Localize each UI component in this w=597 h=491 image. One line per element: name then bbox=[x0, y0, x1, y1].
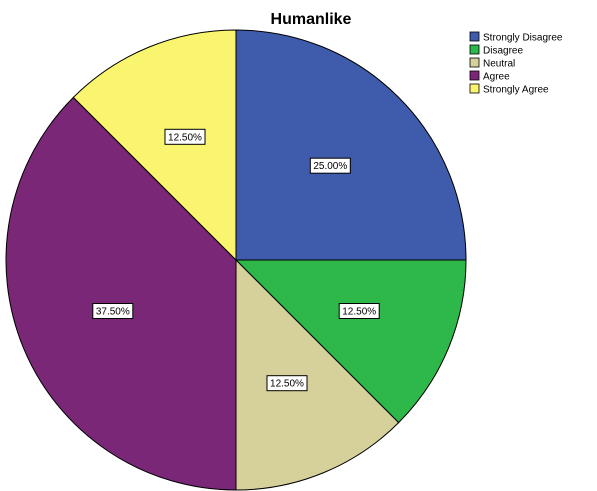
legend-item-strongly-disagree: Strongly Disagree bbox=[469, 31, 563, 44]
legend-swatch bbox=[469, 31, 480, 42]
legend-label: Strongly Disagree bbox=[483, 33, 563, 44]
pie-slice-disagree bbox=[234, 259, 467, 424]
legend-item-strongly-agree: Strongly Agree bbox=[469, 83, 549, 96]
pie-slice-strongly-disagree bbox=[235, 29, 467, 261]
data-label-neutral: 12.50% bbox=[266, 375, 308, 392]
legend-swatch bbox=[469, 83, 480, 94]
pie-slice-agree bbox=[5, 96, 237, 491]
legend-label: Agree bbox=[483, 72, 510, 83]
data-label-strongly-agree: 12.50% bbox=[164, 128, 206, 145]
legend-label: Neutral bbox=[483, 59, 515, 70]
legend-item-agree: Agree bbox=[469, 70, 510, 83]
legend-swatch bbox=[469, 70, 480, 81]
data-label-text: 12.50% bbox=[270, 379, 304, 390]
data-label-box bbox=[309, 157, 351, 174]
legend-label: Strongly Agree bbox=[483, 85, 549, 96]
pie-slice-strongly-agree bbox=[72, 29, 237, 262]
data-label-text: 12.50% bbox=[342, 307, 376, 318]
data-label-box bbox=[92, 303, 134, 319]
pie-data-labels: 25.00% 12.50% 12.50% 37.50% 12.50% bbox=[92, 128, 380, 392]
legend-item-disagree: Disagree bbox=[469, 44, 523, 57]
data-label-strongly-disagree: 25.00% bbox=[309, 157, 351, 174]
pie-slices bbox=[5, 29, 467, 491]
data-label-box bbox=[164, 128, 206, 145]
data-label-box bbox=[338, 303, 380, 319]
data-label-agree: 37.50% bbox=[92, 303, 134, 319]
data-label-box bbox=[266, 375, 308, 392]
data-label-disagree: 12.50% bbox=[338, 303, 380, 319]
pie-slice-neutral bbox=[235, 258, 400, 491]
legend-swatch bbox=[469, 44, 480, 55]
chart-title: Humanlike bbox=[271, 11, 352, 28]
legend: Strongly Disagree Disagree Neutral Agree Str… bbox=[469, 31, 563, 96]
legend-label: Disagree bbox=[483, 46, 523, 57]
data-label-text: 37.50% bbox=[96, 307, 130, 318]
legend-swatch bbox=[469, 57, 480, 68]
data-label-text: 25.00% bbox=[313, 161, 347, 172]
data-label-text: 12.50% bbox=[168, 132, 202, 143]
legend-item-neutral: Neutral bbox=[469, 57, 515, 70]
